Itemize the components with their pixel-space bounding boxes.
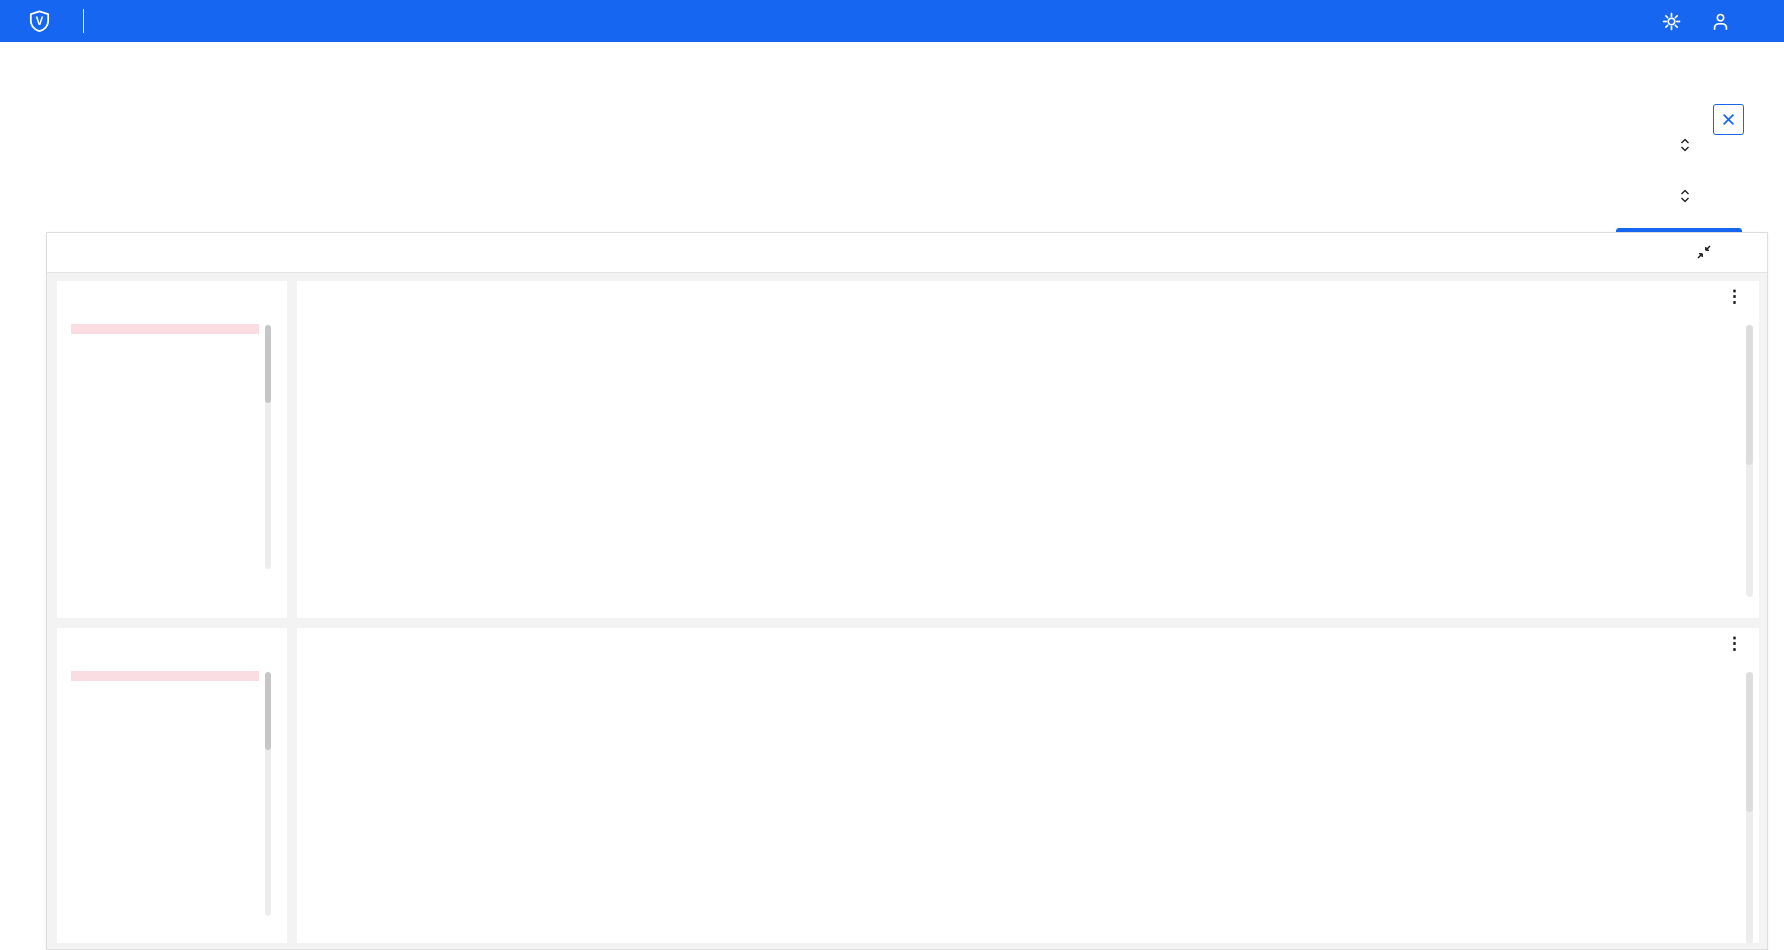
caret-sort-icon	[1681, 189, 1689, 203]
run-1-timeline-bar[interactable]	[36, 142, 1660, 147]
left-axis-ticks	[297, 337, 375, 544]
caret-sort-icon	[1681, 138, 1689, 152]
overflow-menu-icon[interactable]: ⋮	[1726, 634, 1743, 653]
run-2-timeline-bar[interactable]	[36, 193, 1660, 198]
nav-item-library[interactable]	[232, 17, 236, 25]
stat-row-dlbler[interactable]	[71, 343, 259, 353]
right-axis-ticks	[1656, 337, 1696, 544]
chart-plot[interactable]	[383, 684, 1646, 891]
chart-badge	[309, 635, 333, 643]
chart-card-1: ⋮	[297, 281, 1759, 618]
left-axis-ticks	[297, 684, 375, 891]
overflow-menu-icon[interactable]: ⋮	[1726, 287, 1743, 306]
close-icon	[1723, 114, 1734, 125]
stat-row-ulsch[interactable]	[71, 671, 259, 681]
x-axis-ticks	[383, 907, 1646, 923]
settings-gear-icon[interactable]	[1662, 12, 1681, 31]
stat-card-scrollbar[interactable]	[265, 672, 271, 916]
chart-badge	[309, 288, 333, 296]
runs-section	[0, 42, 1784, 264]
stat-card-2	[57, 628, 287, 943]
right-axis-ticks	[1656, 684, 1696, 891]
collapse-panel-icon[interactable]	[1696, 244, 1712, 260]
panel-header	[47, 233, 1767, 273]
panel-body: ⋮	[47, 273, 1767, 949]
stat-row-ulbler[interactable]	[71, 709, 259, 719]
nav-item-home[interactable]	[112, 17, 116, 25]
run-row-1	[36, 104, 68, 128]
stat-card-scrollbar[interactable]	[265, 325, 271, 569]
chart-card-2: ⋮	[297, 628, 1759, 943]
stat-row-ulbler[interactable]	[71, 362, 259, 372]
nav-item-resources[interactable]	[202, 17, 206, 25]
stat-row-ulsch[interactable]	[71, 324, 259, 334]
stat-row-dlbler[interactable]	[71, 690, 259, 700]
chart-plot[interactable]	[383, 337, 1646, 544]
nav-right	[1662, 12, 1730, 31]
comparison-row-2: ⋮	[57, 628, 1759, 943]
run-row-2	[36, 162, 68, 186]
chart-scrollbar[interactable]	[1746, 325, 1753, 597]
svg-text:V: V	[36, 15, 44, 27]
run-2-timeline-select[interactable]	[1668, 185, 1690, 207]
brand-logo[interactable]: V	[28, 9, 56, 34]
stat-row-dlsch[interactable]	[71, 305, 259, 315]
close-comparison-button[interactable]	[1713, 104, 1744, 135]
top-navbar: V	[0, 0, 1784, 42]
comparison-row-1: ⋮	[57, 281, 1759, 618]
user-profile-icon[interactable]	[1711, 12, 1730, 31]
nav-item-schedulers[interactable]	[172, 17, 176, 25]
scrollbar-thumb[interactable]	[1746, 672, 1753, 812]
stat-row-dlsch[interactable]	[71, 652, 259, 662]
chart-scrollbar[interactable]	[1746, 672, 1753, 943]
stat-card-1	[57, 281, 287, 618]
nav-divider	[83, 9, 84, 33]
comparison-panel: ⋮	[46, 232, 1768, 950]
shield-logo-icon: V	[28, 9, 51, 34]
scrollbar-thumb[interactable]	[265, 325, 271, 403]
x-axis-ticks	[383, 560, 1646, 576]
scrollbar-thumb[interactable]	[1746, 325, 1753, 465]
nav-menu	[112, 17, 236, 25]
run-1-timeline-select[interactable]	[1668, 134, 1690, 156]
nav-item-workspaces[interactable]	[142, 17, 146, 25]
scrollbar-thumb[interactable]	[265, 672, 271, 750]
